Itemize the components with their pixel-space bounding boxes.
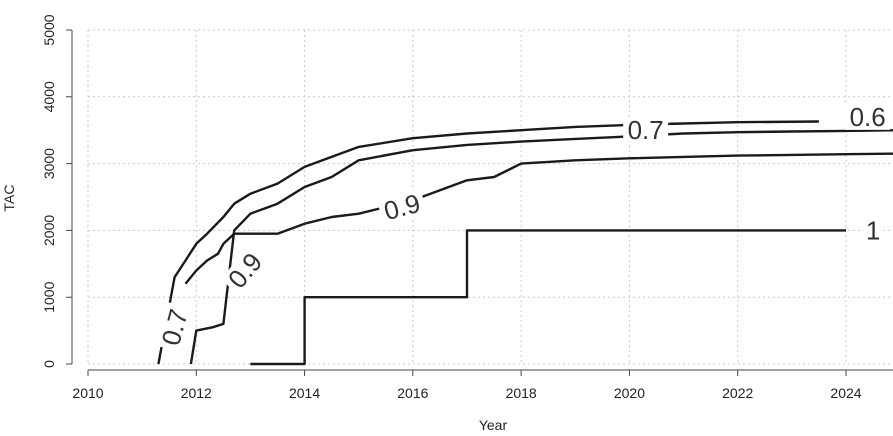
x-tick-label: 2020 (614, 385, 645, 401)
contour-line-0-9 (184, 152, 893, 285)
contour-labels: 0.60.70.70.90.91 (155, 102, 891, 353)
y-axis-title: TAC (1, 185, 17, 212)
x-tick-label: 2018 (506, 385, 537, 401)
contour-label-bg (863, 217, 883, 244)
contour-label-bg (376, 188, 428, 226)
x-tick-label: 2016 (397, 385, 428, 401)
contour-line-0-6 (157, 120, 819, 365)
contour-line-1 (250, 229, 846, 366)
y-tick-label: 3000 (41, 148, 57, 179)
contour-label-group: 0.7 (155, 302, 194, 353)
contour-label: 0.7 (628, 115, 664, 145)
series-lines (157, 120, 893, 366)
contour-label: 0.9 (381, 188, 424, 226)
x-tick-label: 2022 (722, 385, 753, 401)
y-tick-label: 1000 (41, 281, 57, 312)
contour-label-bg (220, 244, 270, 297)
x-tick-label: 2014 (289, 385, 320, 401)
contour-label-bg (623, 117, 669, 144)
contour-line-0-7 (189, 129, 893, 365)
y-tick-label: 2000 (41, 215, 57, 246)
contour-label-group: 0.7 (623, 115, 669, 145)
x-axis-title: Year (479, 417, 508, 433)
contour-label: 1 (866, 215, 880, 245)
contour-label-bg (845, 103, 891, 130)
axes: 2010 2012 2014 2016 2018 2020 2022 2024 0 1000 200… (41, 14, 893, 401)
y-tick-label: 0 (41, 360, 57, 368)
y-tick-label: 4000 (41, 81, 57, 112)
x-tick-label: 2012 (181, 385, 212, 401)
contour-label: 0.7 (155, 306, 193, 349)
contour-label-group: 1 (863, 215, 883, 245)
contour-label: 0.6 (850, 102, 886, 132)
x-tick-label: 2010 (72, 385, 103, 401)
grid (87, 29, 893, 365)
contour-label-bg (156, 302, 194, 353)
contour-label-group: 0.9 (376, 188, 428, 226)
x-tick-label: 2024 (830, 385, 861, 401)
y-tick-label: 5000 (41, 14, 57, 45)
contour-label-group: 0.6 (845, 102, 891, 132)
